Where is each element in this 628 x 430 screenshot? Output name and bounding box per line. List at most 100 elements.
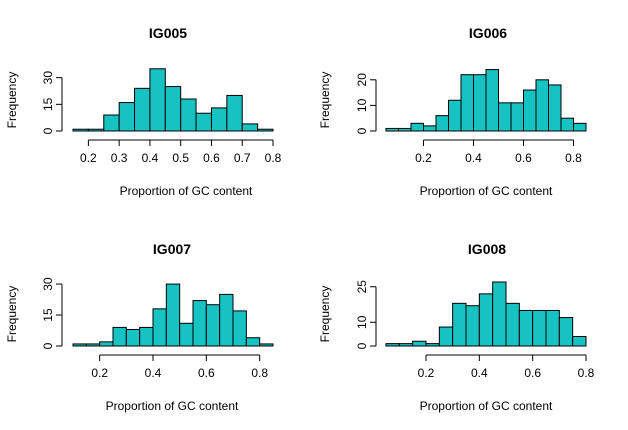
panel-title: IG005	[149, 25, 187, 41]
y-tick-label: 15	[41, 308, 55, 322]
histogram-bar	[535, 79, 549, 132]
y-tick-label: 20	[355, 73, 369, 87]
panel-ig008: IG008 Frequency Proportion of GC content	[318, 241, 553, 413]
x-tick-label: 0.7	[234, 151, 251, 165]
histogram-bar	[438, 326, 454, 347]
x-tick-label: 0.3	[111, 151, 128, 165]
x-tick-label: 0.8	[565, 151, 582, 165]
panel-title: IG006	[469, 25, 507, 41]
histogram-bar	[452, 302, 467, 347]
chart-marks: 0.2 0.3 0.4 0.5 0.6 0.7 0.8 0 15 30 0.2 0.4 0.6 0.8 0 1…	[41, 68, 595, 380]
histogram-bar	[532, 309, 547, 347]
histogram-bar	[498, 102, 512, 132]
histogram-bar	[385, 343, 400, 347]
histogram-bar	[219, 293, 234, 347]
histogram-bar	[232, 310, 247, 347]
histogram-bar	[398, 127, 412, 132]
histogram-bar	[99, 341, 114, 347]
histogram-bar	[473, 74, 487, 132]
histogram-bar	[195, 112, 212, 132]
y-tick-label: 0	[41, 127, 55, 134]
plot-area-ig005: 0.2 0.3 0.4 0.5 0.6 0.7 0.8 0 15 30	[41, 68, 282, 165]
histogram-bar	[245, 337, 261, 347]
histogram-bar	[134, 87, 151, 132]
plot-area-ig007: 0.2 0.4 0.6 0.8 0 15 30	[41, 277, 274, 380]
histogram-bar	[257, 128, 274, 132]
y-axis-label: Frequency	[5, 72, 19, 129]
histogram-bar	[385, 127, 399, 132]
x-tick-label: 0.8	[265, 151, 282, 165]
x-tick-label: 0.6	[515, 151, 532, 165]
histogram-bar	[410, 122, 424, 132]
histogram-bar	[205, 304, 221, 347]
histogram-bar	[118, 102, 136, 132]
histogram-bar	[125, 328, 141, 347]
histogram-bar	[179, 322, 194, 347]
y-tick-label: 10	[355, 315, 369, 329]
histogram-bar	[478, 293, 494, 347]
histogram-bar	[72, 128, 89, 132]
y-tick-label: 0	[355, 342, 369, 349]
histogram-bar	[460, 74, 474, 132]
histogram-bar	[545, 309, 560, 347]
panel-ig006: IG006 Frequency Proportion of GC content	[318, 25, 553, 198]
y-tick-label: 30	[41, 71, 55, 85]
y-tick-label: 0	[41, 342, 55, 349]
x-tick-label: 0.4	[145, 366, 162, 380]
x-tick-label: 0.2	[91, 366, 108, 380]
histogram-bar	[87, 128, 105, 132]
x-tick-label: 0.8	[578, 366, 595, 380]
y-axis-label: Frequency	[5, 286, 19, 343]
x-tick-label: 0.4	[471, 366, 488, 380]
y-tick-label: 10	[355, 98, 369, 112]
histogram-bar	[425, 343, 440, 347]
y-tick-label: 15	[41, 97, 55, 111]
histogram-bar	[241, 123, 259, 132]
y-axis-label: Frequency	[318, 72, 332, 129]
histogram-bar	[103, 114, 120, 132]
y-axis-label: Frequency	[318, 286, 332, 343]
histogram-bar	[149, 68, 166, 132]
histogram-bar	[226, 94, 243, 132]
x-tick-label: 0.6	[198, 366, 215, 380]
x-tick-label: 0.4	[465, 151, 482, 165]
histogram-bar	[164, 86, 182, 132]
histogram-bar	[572, 336, 587, 347]
histogram-bar	[139, 326, 154, 347]
y-tick-label: 30	[41, 277, 55, 291]
x-axis-label: Proportion of GC content	[106, 399, 239, 413]
histogram-bar	[548, 84, 562, 132]
x-tick-label: 0.8	[251, 366, 268, 380]
histogram-bar	[72, 343, 87, 347]
histogram-bar	[398, 343, 414, 347]
histogram-bar	[448, 99, 462, 132]
histogram-bar	[152, 308, 167, 347]
x-tick-label: 0.6	[524, 366, 541, 380]
x-tick-label: 0.2	[418, 366, 435, 380]
histogram-bar	[523, 89, 537, 132]
y-tick-label: 25	[355, 280, 369, 294]
histogram-bar	[518, 309, 534, 347]
panel-ig005: IG005 Frequency Proportion of GC content	[5, 25, 253, 198]
histogram-bar	[492, 281, 507, 347]
histogram-bar	[560, 117, 574, 132]
panel-title: IG007	[153, 241, 191, 257]
histogram-bar	[423, 125, 437, 132]
y-tick-label: 0	[355, 127, 369, 134]
histogram-bar	[192, 300, 207, 347]
plot-area-ig006: 0.2 0.4 0.6 0.8 0 10 20	[355, 69, 587, 165]
histogram-bar	[465, 305, 480, 347]
plot-area-ig008: 0.2 0.4 0.6 0.8 0 10 25	[355, 280, 595, 380]
histogram-bar	[573, 122, 587, 132]
histogram-bar	[259, 343, 274, 347]
histogram-bar	[165, 283, 181, 347]
x-tick-label: 0.4	[142, 151, 159, 165]
histogram-bar	[412, 340, 427, 347]
histogram-bar	[510, 102, 524, 132]
histogram-bar	[435, 115, 449, 132]
x-tick-label: 0.5	[172, 151, 189, 165]
histogram-bar	[112, 326, 127, 347]
x-tick-label: 0.6	[203, 151, 220, 165]
x-tick-label: 0.2	[415, 151, 432, 165]
